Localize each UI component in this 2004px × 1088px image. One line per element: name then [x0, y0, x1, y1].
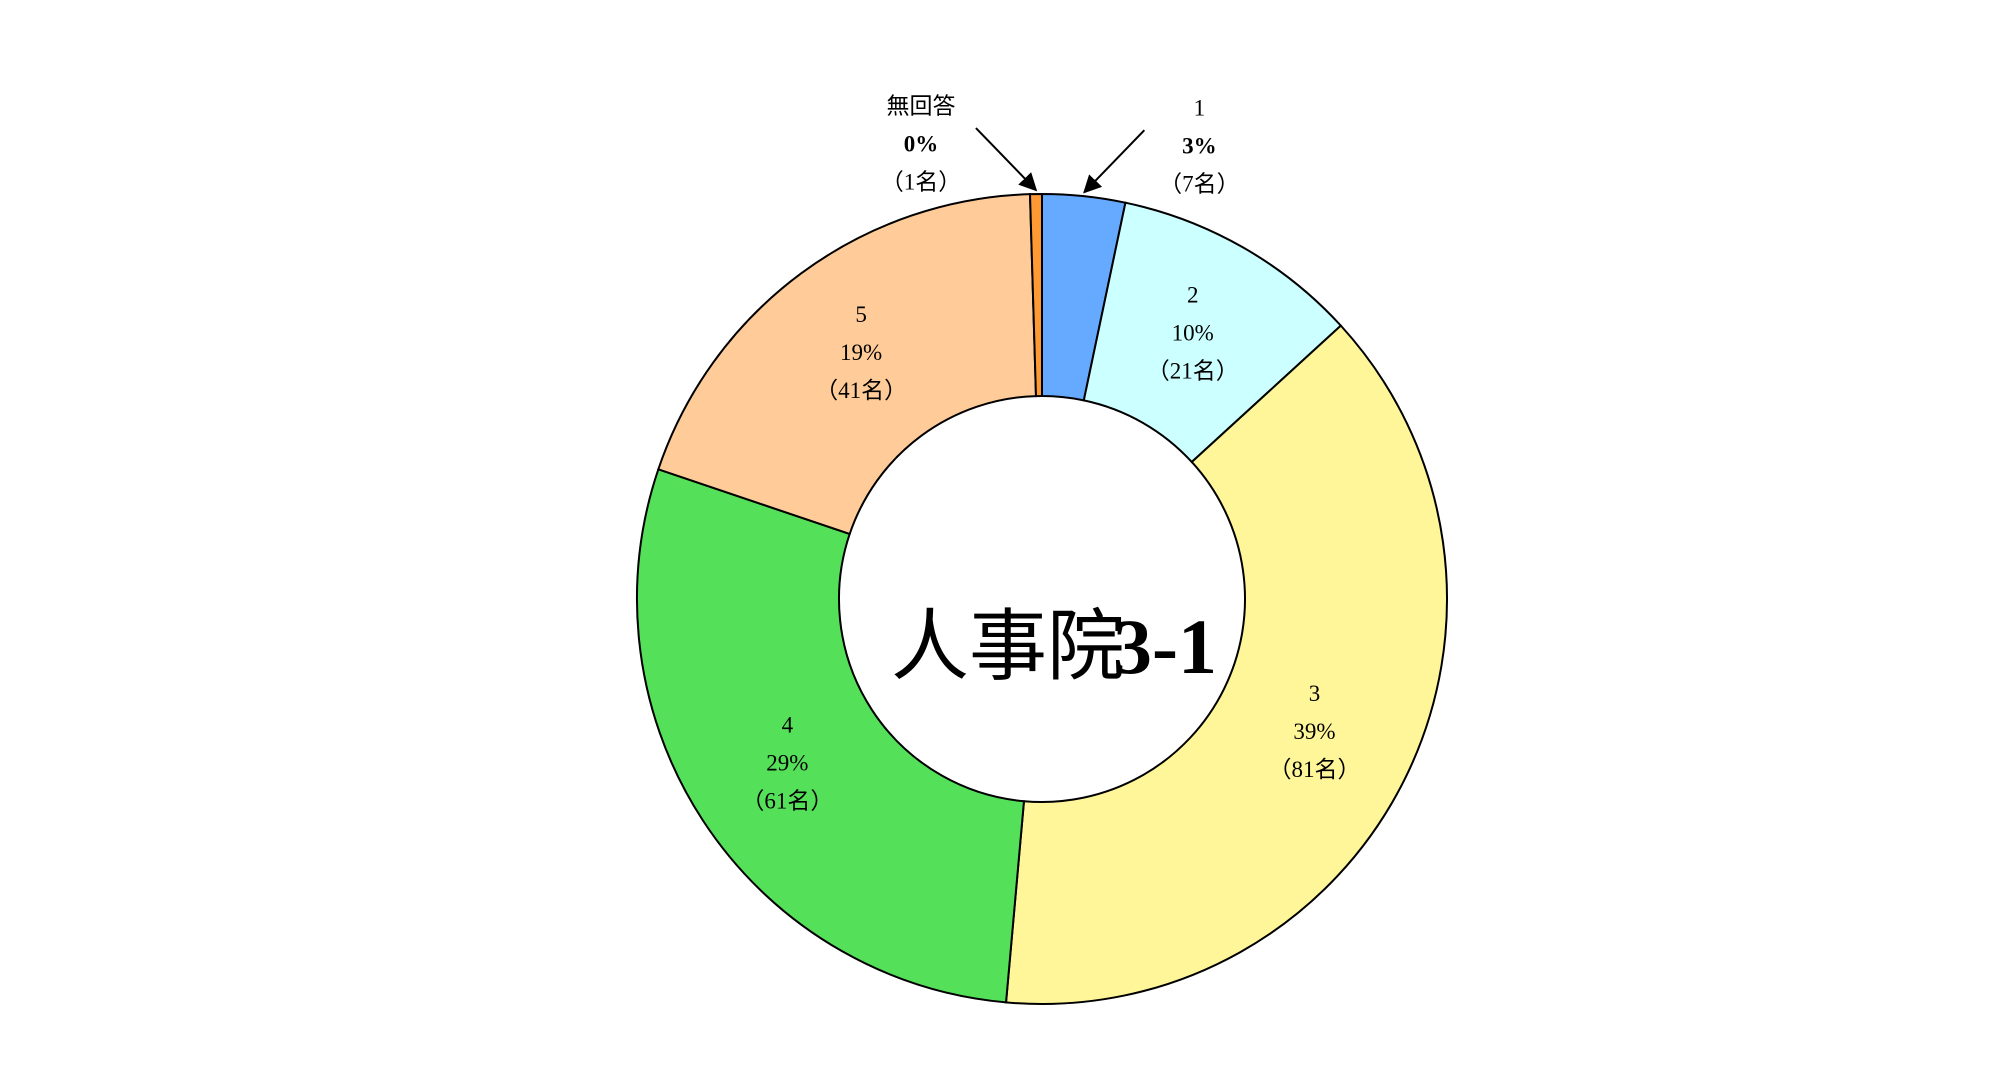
slice-percentage: 10% [1172, 320, 1214, 345]
slice-count: （41名） [815, 378, 907, 403]
slice-count: （21名） [1147, 358, 1239, 383]
slice [657, 193, 1038, 536]
leader-arrow [975, 127, 1038, 192]
slice-percentage: 39% [1293, 719, 1335, 744]
slice-category: 3 [1309, 681, 1321, 706]
slice-category: 5 [855, 302, 867, 327]
slice-category: 1 [1194, 95, 1206, 120]
slice-count: （1名） [881, 169, 962, 194]
slice-category: 4 [782, 712, 794, 737]
leader-arrow [1083, 129, 1146, 194]
slice-count: （81名） [1268, 757, 1360, 782]
chart-title: 人事院 [891, 603, 1125, 690]
slice-count: （7名） [1159, 171, 1240, 196]
slice-count: （61名） [741, 788, 833, 813]
slice-percentage: 19% [840, 340, 882, 365]
chart-subtitle: 3-1 [1113, 603, 1217, 690]
slice [1082, 201, 1343, 464]
slice-percentage: 0% [904, 131, 939, 156]
slice-percentage: 3% [1182, 133, 1217, 158]
slice [1028, 192, 1043, 398]
slice [1004, 324, 1448, 1005]
slice-percentage: 29% [766, 750, 808, 775]
slice-category: 2 [1187, 282, 1199, 307]
slice-category: 無回答 [886, 93, 955, 118]
slice [636, 468, 1026, 1004]
